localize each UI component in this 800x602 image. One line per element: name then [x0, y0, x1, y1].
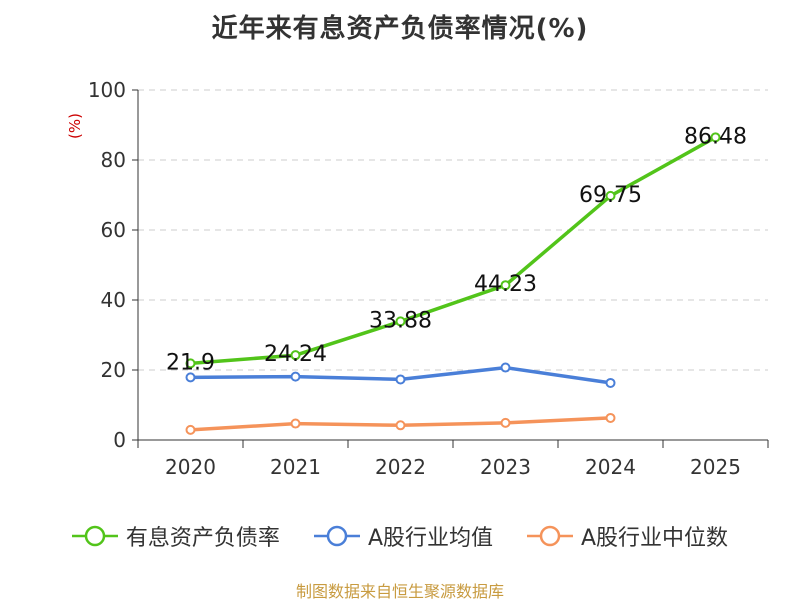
data-point: [710, 132, 721, 143]
data-point: [185, 372, 196, 383]
data-point: [605, 412, 616, 423]
legend-label: 有息资产负债率: [125, 526, 280, 551]
x-tick-label: 2025: [690, 455, 741, 479]
data-point: [395, 374, 406, 385]
legend-marker-icon: [527, 525, 573, 547]
data-point: [290, 418, 301, 429]
data-label: 21.9: [166, 350, 215, 375]
y-tick-label: 0: [113, 428, 126, 452]
line-chart: 0 20 40 60 80 100(%) 2020 2021 2022 2023 2024 2025 2…: [66, 78, 769, 479]
data-point: [290, 371, 301, 382]
legend-item[interactable]: 有息资产负债率: [71, 520, 280, 552]
data-label: 69.75: [579, 183, 642, 208]
x-tick-label: 2020: [165, 455, 216, 479]
data-point: [500, 280, 511, 291]
data-label: 44.23: [474, 272, 537, 297]
data-point: [500, 417, 511, 428]
legend-marker-icon: [71, 525, 118, 547]
y-tick-label: 100: [88, 78, 126, 102]
data-label: 33.88: [369, 308, 432, 333]
y-tick-label: 80: [101, 148, 126, 172]
data-point: [185, 358, 196, 369]
legend: 有息资产负债率 A股行业均值 A股行业中位数: [0, 520, 800, 552]
data-point: [605, 190, 616, 201]
data-point: [395, 316, 406, 327]
y-tick-label: 40: [101, 288, 126, 312]
legend-marker-icon: [313, 525, 360, 547]
legend-label: A股行业均值: [367, 526, 493, 551]
x-tick-label: 2023: [480, 455, 531, 479]
legend-label: A股行业中位数: [581, 526, 729, 551]
y-axis-label: (%): [66, 113, 84, 139]
x-tick-label: 2024: [585, 455, 636, 479]
x-tick-label: 2022: [375, 455, 426, 479]
legend-item[interactable]: A股行业均值: [313, 520, 493, 552]
y-tick-label: 60: [101, 218, 126, 242]
data-point: [605, 377, 616, 388]
x-tick-label: 2021: [270, 455, 321, 479]
data-label: 86.48: [684, 124, 747, 149]
series-line-0: [188, 135, 718, 366]
y-tick-label: 20: [101, 358, 126, 382]
data-point: [290, 350, 301, 361]
data-point: [185, 424, 196, 435]
legend-item[interactable]: A股行业中位数: [527, 520, 728, 552]
source-note: 制图数据来自恒生聚源数据库: [295, 582, 504, 601]
data-point: [500, 362, 511, 373]
data-label: 24.24: [264, 342, 327, 367]
data-point: [395, 420, 406, 431]
chart-title: 近年来有息资产负债率情况(%): [211, 14, 589, 44]
